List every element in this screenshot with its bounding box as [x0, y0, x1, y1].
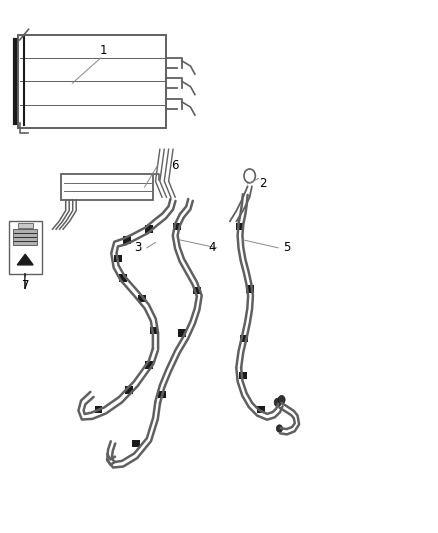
Bar [123, 236, 131, 244]
Bar [9, 221, 42, 274]
Bar [158, 391, 166, 398]
Bar [114, 255, 122, 262]
Bar [178, 329, 186, 337]
Bar [246, 285, 254, 293]
Circle shape [278, 395, 285, 404]
Circle shape [274, 398, 281, 407]
Bar [239, 372, 247, 379]
Bar [18, 35, 166, 128]
Bar [119, 274, 127, 282]
Bar [257, 406, 265, 413]
Bar [236, 223, 244, 230]
Bar [145, 225, 153, 233]
Bar [150, 327, 158, 334]
Circle shape [276, 425, 283, 432]
Text: 1: 1 [99, 44, 107, 57]
Text: 6: 6 [171, 159, 179, 172]
Text: 7: 7 [21, 279, 29, 292]
Bar [13, 229, 37, 245]
Bar [132, 440, 140, 447]
Text: 2: 2 [259, 177, 267, 190]
Text: 5: 5 [283, 241, 290, 254]
Bar [193, 287, 201, 294]
Bar [125, 386, 133, 394]
Bar [18, 223, 33, 228]
Bar [138, 295, 146, 302]
Bar [145, 361, 153, 369]
Bar [95, 406, 102, 413]
Bar [61, 174, 153, 200]
Text: 3: 3 [134, 241, 141, 254]
Bar [240, 335, 248, 342]
Polygon shape [17, 254, 33, 265]
Text: 4: 4 [208, 241, 216, 254]
Bar [173, 223, 181, 230]
